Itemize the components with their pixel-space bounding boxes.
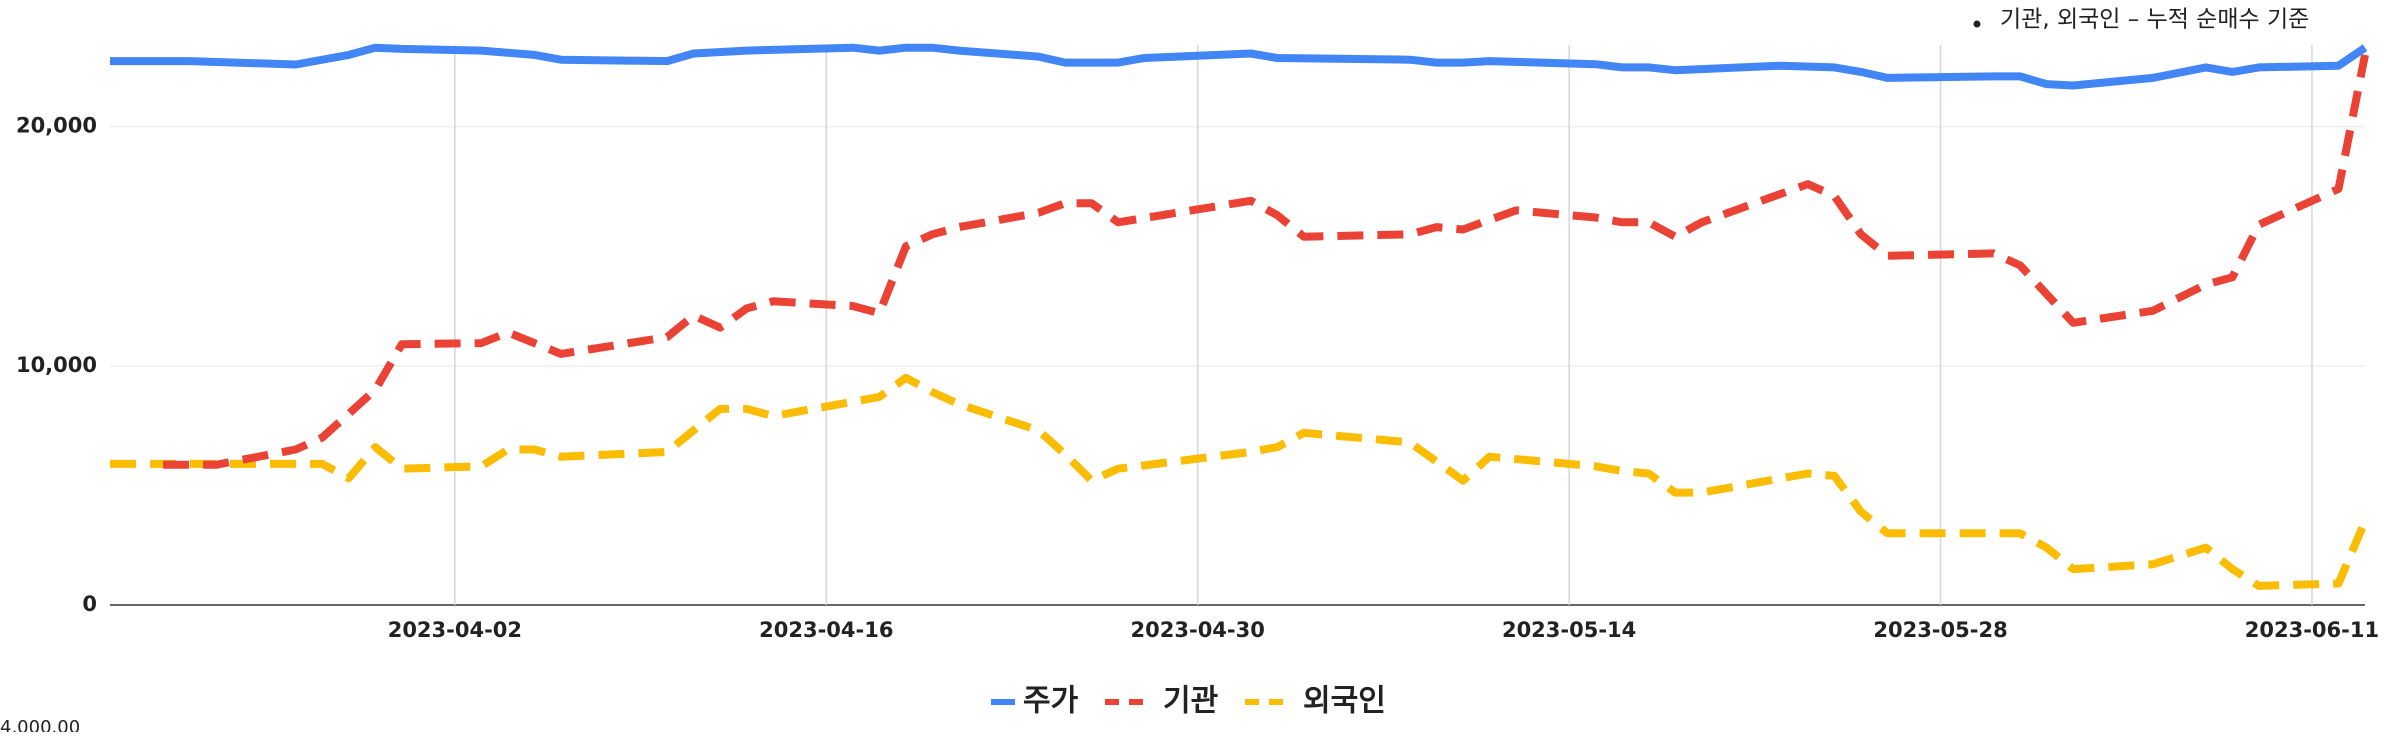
x-tick-label: 2023-04-02 <box>388 618 522 642</box>
x-tick-label: 2023-05-14 <box>1502 618 1636 642</box>
y-tick-label: 20,000 <box>16 114 97 138</box>
series-line <box>163 54 2369 469</box>
legend-label: 외국인 <box>1303 684 1386 719</box>
series-line <box>110 373 2369 590</box>
note: 기관, 외국인 – 누적 순매수 기준 <box>2000 7 2309 33</box>
legend-label: 주가 <box>1023 684 1079 719</box>
y-tick-label: 10,000 <box>16 353 97 377</box>
note-bullet <box>1973 20 1981 28</box>
x-tick-label: 2023-04-16 <box>759 618 893 642</box>
legend-label: 기관 <box>1163 684 1218 719</box>
y-tick-label: 0 <box>82 592 97 616</box>
x-tick-label: 2023-05-28 <box>1873 618 2007 642</box>
corner-text: 4,000.00 <box>0 717 80 732</box>
x-tick-label: 2023-06-11 <box>2245 618 2379 642</box>
series-line <box>110 43 2368 90</box>
x-tick-label: 2023-04-30 <box>1131 618 1265 642</box>
